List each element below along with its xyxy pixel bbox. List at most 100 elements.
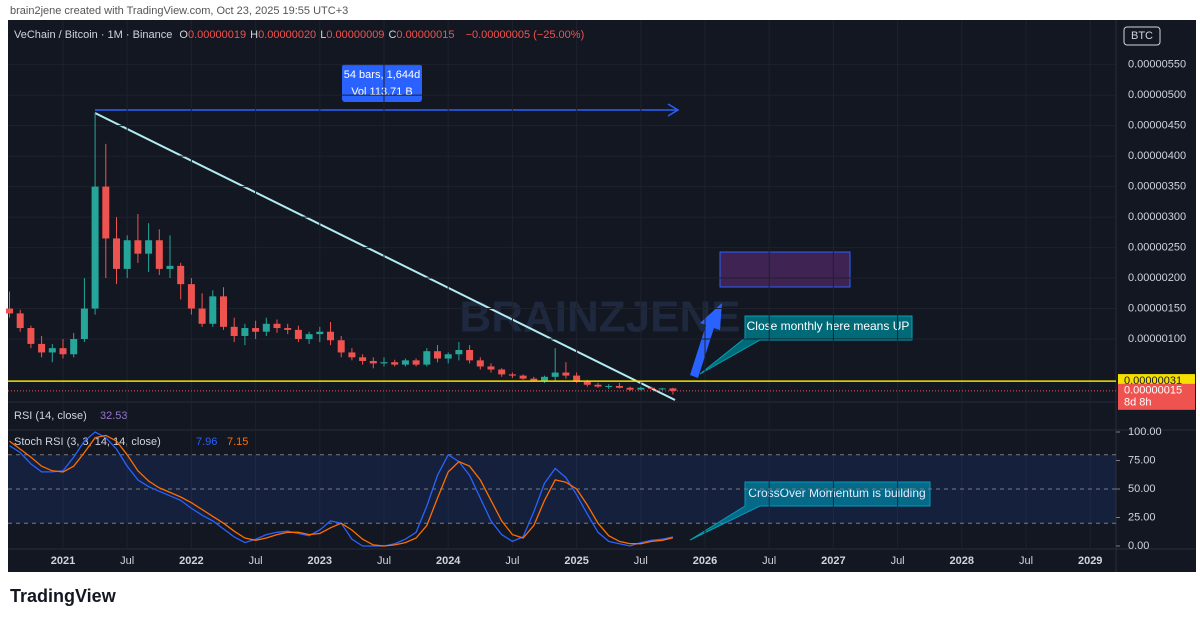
candle-body xyxy=(573,375,581,382)
candle-body xyxy=(648,387,655,389)
candle-body xyxy=(155,240,163,269)
candle-body xyxy=(412,360,420,365)
candle-body xyxy=(166,265,174,269)
countdown: 8d 8h xyxy=(1124,397,1152,409)
candle-body xyxy=(605,385,613,387)
candle-body xyxy=(177,265,185,285)
candle-body xyxy=(16,313,24,329)
candle-body xyxy=(541,376,548,381)
candle-body xyxy=(391,362,399,365)
y-tick-label: 0.00000550 xyxy=(1128,59,1186,71)
candle-body xyxy=(187,284,195,309)
y-tick-label: 25.00 xyxy=(1128,511,1156,523)
y-tick-label: 50.00 xyxy=(1128,483,1156,495)
candle-body xyxy=(626,387,634,390)
last-price-box xyxy=(1118,383,1195,410)
rsi-title: RSI (14, close) xyxy=(14,410,87,422)
candle-body xyxy=(530,378,538,381)
range-bars: 54 bars, 1,644d xyxy=(344,69,420,81)
candle-body xyxy=(615,385,623,388)
currency[interactable]: BTC xyxy=(1131,30,1153,42)
candle-body xyxy=(220,296,227,327)
symbol: VeChain / Bitcoin · 1M · Binance xyxy=(14,29,173,41)
candle-body xyxy=(113,238,120,269)
candle-body xyxy=(466,349,474,361)
y-tick-label: 75.00 xyxy=(1128,454,1156,466)
candle-body xyxy=(305,334,313,340)
currency-box[interactable] xyxy=(1123,26,1161,46)
ohlc-key: L xyxy=(320,29,327,41)
logo: TradingView xyxy=(10,586,117,606)
x-tick-label: 2021 xyxy=(51,555,75,567)
ohlc-key: C xyxy=(388,29,397,41)
candle-body xyxy=(380,362,388,364)
x-tick-label: Jul xyxy=(634,555,648,567)
candle-body xyxy=(284,328,292,330)
x-tick-label: Jul xyxy=(762,555,776,567)
candle-body xyxy=(401,360,409,365)
callout-text: Close monthly here means UP xyxy=(747,319,910,333)
candle-body xyxy=(487,366,495,370)
candle-body xyxy=(134,240,142,254)
stoch-line xyxy=(9,434,674,547)
y-tick-label: 0.00000400 xyxy=(1128,150,1186,162)
y-tick-label: 0.00000250 xyxy=(1128,241,1186,253)
candle-body xyxy=(198,308,206,324)
range-volume: Vol 113.71 B xyxy=(351,86,413,98)
candle-body xyxy=(476,360,484,367)
x-tick-label: 2026 xyxy=(693,555,717,567)
candle-body xyxy=(583,381,591,385)
callout xyxy=(689,481,931,541)
candle-body xyxy=(70,339,78,355)
candle-body xyxy=(498,369,506,375)
logo-text: TradingView xyxy=(10,586,117,606)
y-tick-label: 0.00000150 xyxy=(1128,302,1186,314)
x-tick-label: 2029 xyxy=(1078,555,1102,567)
candle-body xyxy=(423,351,431,365)
x-tick-label: 2023 xyxy=(308,555,332,567)
candle-body xyxy=(369,360,377,364)
candle-body xyxy=(519,375,527,379)
callout-text: CrossOver Momentum is building xyxy=(748,486,925,500)
candle-body xyxy=(562,372,570,376)
x-tick-label: Jul xyxy=(1019,555,1033,567)
candle-body xyxy=(230,326,238,336)
candle-body xyxy=(294,329,302,340)
stoch-value: 7.15 xyxy=(227,436,248,448)
author-line: brain2jene created with TradingView.com,… xyxy=(10,5,349,17)
candle-body xyxy=(455,349,463,355)
range-box xyxy=(342,64,422,102)
ohlc-key: O xyxy=(179,29,188,41)
up-arrow xyxy=(690,303,722,378)
ohlc-value: 0.00000020 xyxy=(258,29,317,41)
candle-body xyxy=(102,186,110,239)
candle-body xyxy=(80,308,88,340)
ohlc-value: 0.00000019 xyxy=(187,29,247,41)
candle-body xyxy=(123,240,131,269)
y-tick-label: 0.00000100 xyxy=(1128,333,1186,345)
candle-body xyxy=(337,340,345,353)
stoch-value: 7.96 xyxy=(196,436,217,448)
x-tick-label: 2028 xyxy=(950,555,974,567)
range-arrow xyxy=(667,103,680,117)
candle-body xyxy=(91,186,99,309)
candle-body xyxy=(316,331,324,335)
candle-body xyxy=(669,388,677,391)
candle-body xyxy=(209,296,217,324)
candle-body xyxy=(262,323,270,332)
x-tick-label: Jul xyxy=(120,555,134,567)
candle-body xyxy=(444,354,452,359)
rsi-value: 32.53 xyxy=(100,410,128,422)
x-tick-label: Jul xyxy=(891,555,905,567)
x-tick-label: 2025 xyxy=(564,555,588,567)
candle-body xyxy=(273,323,281,329)
candle-body xyxy=(48,348,56,353)
ohlc: O0.00000019 H0.00000020 L0.00000009 C0.0000… xyxy=(179,29,458,41)
last-price-label: 0.00000015 xyxy=(1124,385,1182,397)
x-tick-label: Jul xyxy=(249,555,263,567)
candle-body xyxy=(434,351,441,359)
x-tick-label: 2027 xyxy=(821,555,845,567)
x-tick-label: Jul xyxy=(377,555,391,567)
candle-body xyxy=(594,384,602,387)
